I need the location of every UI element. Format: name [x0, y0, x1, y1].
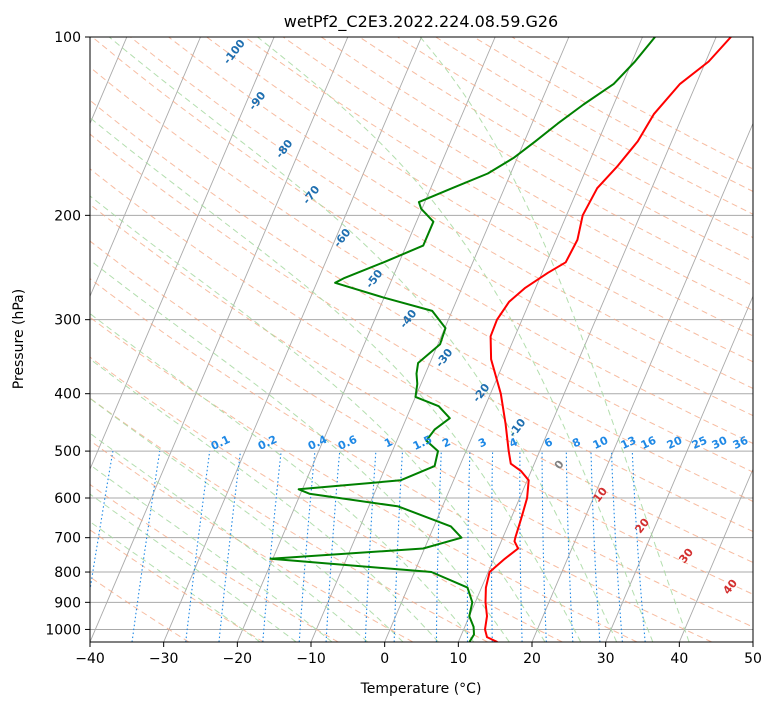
temperature-line [485, 37, 731, 642]
mixing-ratio-line [591, 451, 600, 642]
moist-adiabat-label: -10 [506, 416, 529, 440]
x-tick-label: 50 [744, 651, 762, 667]
mixing-ratio-label: 0.4 [306, 433, 329, 453]
adiabat-zero-label: 0 [552, 458, 567, 472]
moist-adiabat [0, 37, 545, 642]
y-tick-label: 300 [54, 313, 81, 329]
dry-adiabat [0, 37, 488, 642]
mixing-ratio-line [82, 451, 113, 642]
moist-adiabat [0, 37, 403, 642]
y-tick-label: 600 [54, 491, 81, 507]
moist-adiabat [0, 37, 474, 642]
y-tick-label: 500 [54, 444, 81, 460]
x-axis-label: Temperature (°C) [360, 681, 482, 697]
mixing-ratio-line [436, 451, 441, 642]
mixing-ratio-line [299, 451, 315, 642]
mixing-ratio-label: 2 [440, 435, 452, 450]
chart-title: wetPf2_C2E3.2022.224.08.59.G26 [284, 12, 558, 32]
dry-adiabat [245, 37, 775, 642]
dry-adiabat-label: 40 [720, 577, 740, 597]
moist-adiabat-label: -30 [433, 346, 456, 370]
mixing-ratio-label: 0.1 [209, 433, 232, 453]
mixing-ratio-label: 3 [476, 435, 488, 450]
y-tick-label: 800 [54, 565, 81, 581]
moist-adiabat-label: -60 [331, 226, 354, 250]
isotherm [16, 37, 274, 642]
mixing-ratio-line [632, 451, 645, 642]
mixing-ratio-line [219, 451, 241, 642]
x-tick-label: −20 [223, 651, 253, 667]
mixing-ratio-label: 36 [731, 434, 751, 452]
y-axis-label: Pressure (hPa) [11, 289, 27, 389]
mixing-ratio-line [492, 451, 493, 642]
dry-adiabat-label: 10 [590, 485, 610, 505]
dry-adiabat-label: 30 [676, 546, 696, 566]
profile-lines [271, 37, 731, 642]
dewpoint-line [271, 37, 655, 642]
moist-adiabat [420, 37, 689, 642]
dry-adiabat [0, 37, 712, 642]
x-tick-label: 40 [670, 651, 688, 667]
dry-adiabat [0, 37, 189, 642]
y-tick-label: 100 [54, 30, 81, 46]
dry-adiabat [0, 37, 562, 642]
moist-adiabat [109, 37, 617, 642]
y-tick-label: 1000 [45, 622, 81, 638]
moist-adiabat-label: -50 [363, 267, 386, 291]
x-tick-label: −30 [149, 651, 179, 667]
mixing-ratio-line [520, 451, 522, 642]
moist-adiabat-label: -100 [221, 37, 248, 67]
moist-adiabat-label: -80 [273, 137, 296, 161]
moist-adiabat-label: -40 [397, 307, 420, 331]
mixing-ratio-label: 30 [710, 434, 730, 452]
y-tick-label: 400 [54, 387, 81, 403]
dry-adiabat [92, 37, 775, 642]
x-tick-label: 30 [597, 651, 615, 667]
mixing-ratio-label: 8 [570, 435, 582, 450]
dry-adiabat [0, 37, 264, 642]
x-tick-label: −40 [75, 651, 105, 667]
mixing-ratio-label: 20 [665, 434, 685, 452]
mixing-ratio-label: 25 [690, 434, 709, 452]
isotherm [753, 37, 775, 642]
x-tick-label: 0 [380, 651, 389, 667]
dry-adiabat [0, 37, 637, 642]
moist-adiabat [0, 37, 260, 642]
dry-adiabat [130, 37, 775, 642]
dry-adiabat [0, 37, 338, 642]
dry-adiabat [436, 37, 775, 642]
isotherm [90, 37, 348, 642]
dry-adiabat [359, 37, 775, 642]
dry-adiabat-label: 20 [632, 516, 652, 536]
moist-adiabat [0, 37, 296, 642]
x-tick-label: 10 [449, 651, 467, 667]
y-tick-label: 700 [54, 531, 81, 547]
moist-adiabat [0, 37, 509, 642]
moist-adiabat-label: -70 [300, 183, 323, 207]
isotherm [458, 37, 716, 642]
mixing-ratio-label: 6 [542, 435, 555, 450]
dry-adiabat [283, 37, 775, 642]
x-tick-label: −10 [296, 651, 326, 667]
isotherm [679, 37, 775, 642]
moist-adiabat [0, 37, 368, 642]
y-tick-label: 900 [54, 595, 81, 611]
mixing-ratio-label: 0.6 [336, 433, 359, 453]
y-tick-label: 200 [54, 208, 81, 224]
mixing-ratio-label: 0.2 [256, 433, 279, 453]
mixing-ratio-line [612, 451, 623, 642]
moist-adiabat-label: -20 [470, 381, 493, 405]
mixing-ratio-label: 16 [639, 434, 659, 452]
mixing-ratio-line [186, 451, 210, 642]
mixing-ratio-label: 10 [591, 434, 611, 452]
dry-adiabat [0, 37, 413, 642]
x-tick-label: 20 [523, 651, 541, 667]
